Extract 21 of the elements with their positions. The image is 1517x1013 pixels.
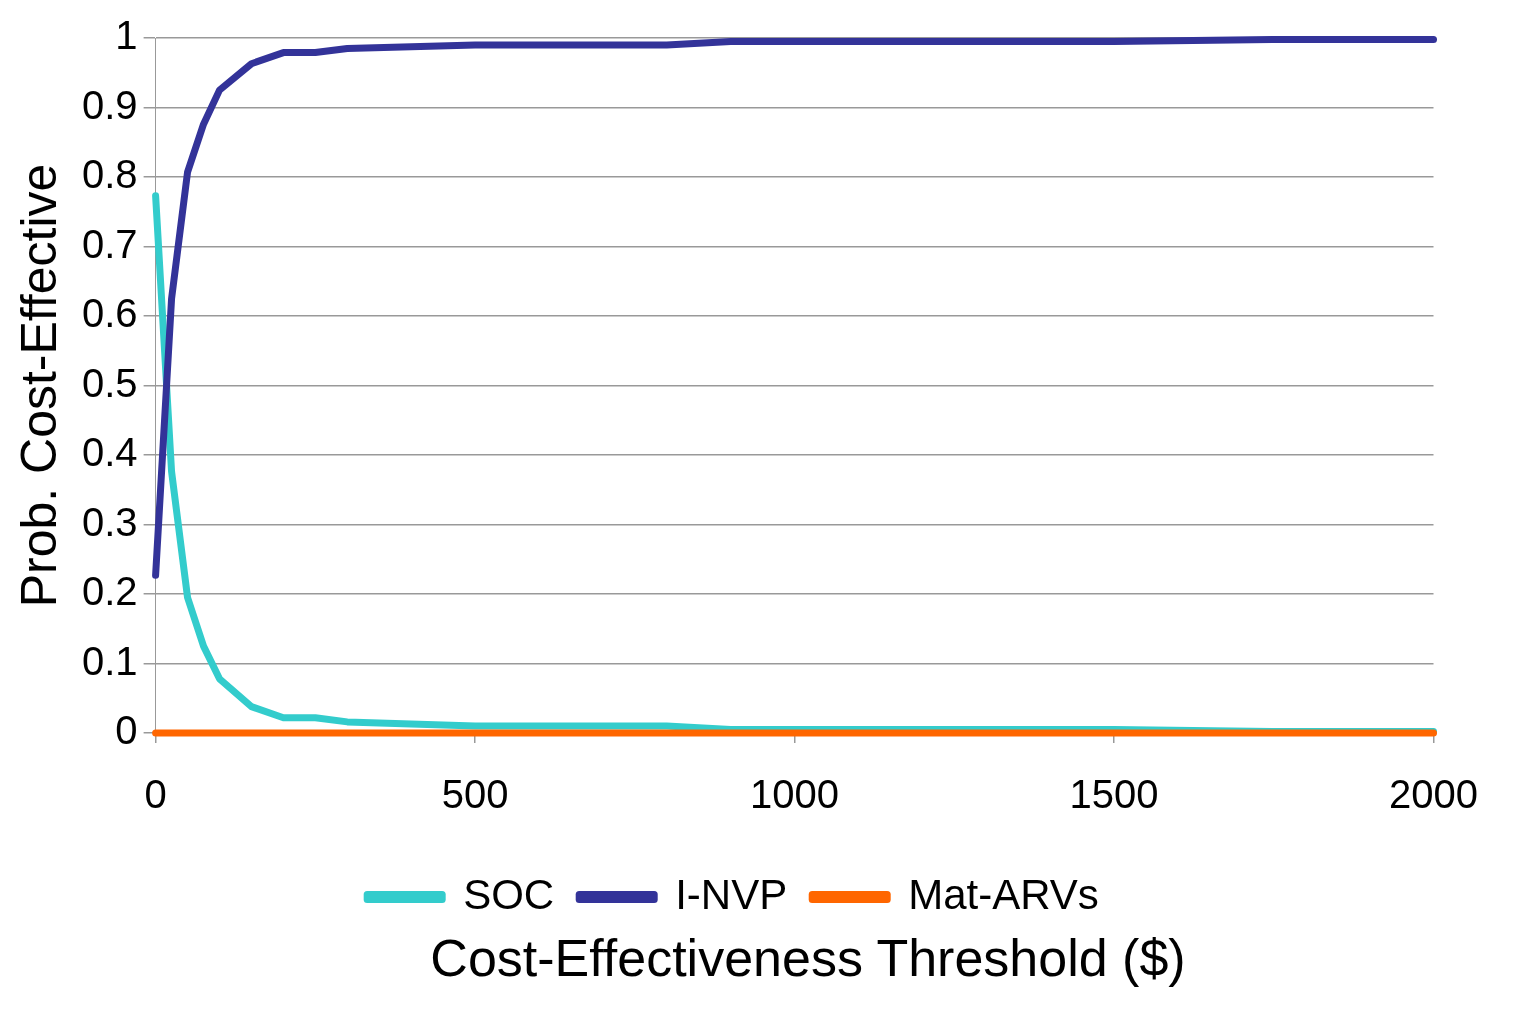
y-tick-label: 0.4 xyxy=(82,430,138,475)
legend-label: I-NVP xyxy=(675,870,788,918)
y-tick-label: 1 xyxy=(115,13,138,58)
x-tick-label: 2000 xyxy=(1389,772,1478,817)
x-tick-label: 1500 xyxy=(1069,772,1159,817)
x-tick-label: 500 xyxy=(441,772,509,817)
y-tick-label: 0.7 xyxy=(82,221,138,266)
x-axis-title: Cost-Effectiveness Threshold ($) xyxy=(429,928,1187,988)
y-tick-label: 0.6 xyxy=(82,291,138,336)
legend-label: Mat-ARVs xyxy=(908,870,1099,918)
y-axis-title: Prob. Cost-Effective xyxy=(10,163,67,608)
y-tick-label: 0.1 xyxy=(82,638,138,683)
y-tick-label: 0.5 xyxy=(82,360,138,405)
y-tick-label: 0.3 xyxy=(82,499,138,544)
y-tick-label: 0.8 xyxy=(82,152,138,197)
y-tick-label: 0.2 xyxy=(82,569,138,614)
y-tick-label: 0 xyxy=(115,708,138,753)
x-tick-label: 0 xyxy=(144,772,167,817)
x-tick-label: 1000 xyxy=(750,772,840,817)
legend-label: SOC xyxy=(463,870,555,918)
y-tick-label: 0.9 xyxy=(82,82,138,127)
